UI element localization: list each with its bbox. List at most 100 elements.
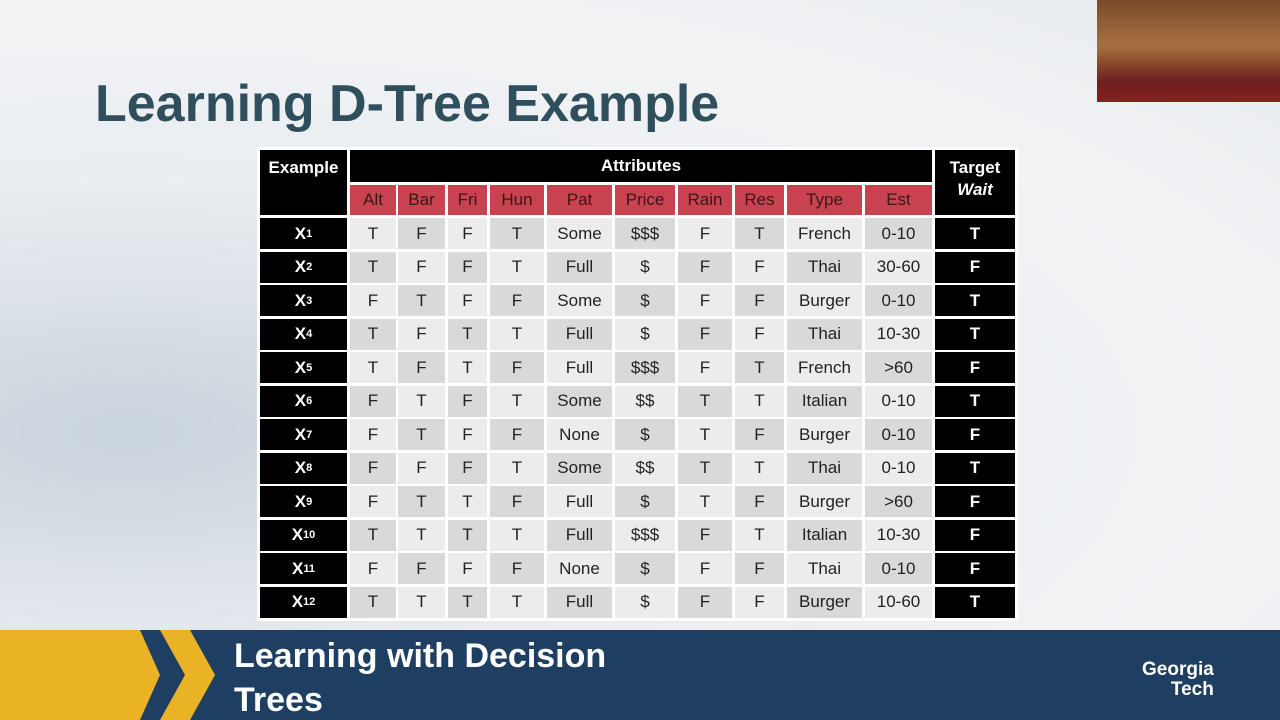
table-cell: Some (547, 385, 612, 417)
table-cell: French (787, 352, 862, 383)
table-cell: F (490, 553, 544, 584)
table-cell: F (448, 218, 487, 249)
example-subscript: 4 (306, 328, 313, 340)
example-letter: X (291, 592, 304, 611)
table-cell: 30-60 (865, 251, 932, 283)
table-cell: Full (547, 486, 612, 517)
target-cell: T (935, 385, 1015, 417)
table-cell: Italian (787, 385, 862, 417)
example-subscript: 10 (303, 529, 316, 541)
table-cell: T (398, 519, 445, 551)
table-cell: F (735, 553, 784, 584)
example-letter: X (292, 558, 304, 578)
table-cell: F (398, 452, 445, 484)
table-cell: T (490, 519, 544, 551)
table-cell: $ (615, 318, 675, 350)
table-cell: T (448, 352, 487, 383)
table-cell: Burger (787, 586, 862, 618)
table-cell: F (490, 419, 544, 450)
table-cell: Some (547, 285, 612, 316)
example-letter: X (291, 525, 304, 544)
table-cell: Burger (787, 285, 862, 316)
table-cell: F (678, 519, 732, 551)
table-cell: None (547, 553, 612, 584)
example-letter: X (294, 257, 307, 276)
table-cell: T (490, 586, 544, 618)
table-cell: $ (615, 251, 675, 283)
table-cell: T (398, 486, 445, 517)
example-subscript: 7 (306, 428, 313, 441)
table-cell: 0-10 (865, 452, 932, 484)
example-letter: X (294, 290, 307, 310)
footer-logo: Georgia Tech (1142, 660, 1214, 700)
example-subscript: 5 (306, 361, 313, 374)
table-cell: F (398, 352, 445, 383)
example-letter: X (294, 424, 307, 444)
target-cell: T (935, 285, 1015, 316)
table-cell: F (735, 251, 784, 283)
table-cell: T (350, 251, 396, 283)
table-cell: $ (615, 586, 675, 618)
table-cell: F (678, 285, 732, 316)
table-cell: F (350, 486, 396, 517)
table-cell: 0-10 (865, 385, 932, 417)
target-cell: F (935, 419, 1015, 450)
webcam-video (1097, 0, 1280, 102)
table-cell: T (490, 385, 544, 417)
example-letter: X (294, 491, 307, 511)
column-header: Res (735, 185, 784, 215)
table-cell: >60 (865, 486, 932, 517)
table-cell: F (398, 553, 445, 584)
target-cell: F (935, 352, 1015, 383)
table-cell: F (490, 285, 544, 316)
table-cell: $ (615, 285, 675, 316)
table-cell: F (678, 352, 732, 383)
column-header: Rain (678, 185, 732, 215)
table-cell: T (350, 586, 396, 618)
example-id: X 10 (260, 519, 347, 551)
target-cell: T (935, 452, 1015, 484)
example-id: X 12 (260, 586, 347, 618)
example-letter: X (294, 391, 307, 410)
example-subscript: 9 (306, 495, 313, 508)
table-cell: Full (547, 519, 612, 551)
table-cell: T (398, 385, 445, 417)
table-cell: T (678, 452, 732, 484)
table-cell: 0-10 (865, 285, 932, 316)
table-cell: F (678, 586, 732, 618)
table-cell: F (735, 318, 784, 350)
table-cell: F (350, 385, 396, 417)
table-cell: $$$ (615, 352, 675, 383)
table-cell: Italian (787, 519, 862, 551)
target-cell: F (935, 486, 1015, 517)
table-cell: F (490, 352, 544, 383)
table-cell: Full (547, 318, 612, 350)
example-letter: X (294, 357, 307, 377)
table-cell: Burger (787, 486, 862, 517)
table-cell: 0-10 (865, 218, 932, 249)
table-cell: T (490, 251, 544, 283)
target-cell: F (935, 553, 1015, 584)
column-header: Hun (490, 185, 544, 215)
table-cell: F (490, 486, 544, 517)
table-cell: T (735, 385, 784, 417)
table-cell: 0-10 (865, 553, 932, 584)
table-cell: F (678, 251, 732, 283)
table-cell: None (547, 419, 612, 450)
table-cell: Full (547, 586, 612, 618)
table-cell: $$ (615, 385, 675, 417)
table-cell: T (398, 285, 445, 316)
table-cell: T (350, 519, 396, 551)
footer-title: Learning with Decision Trees (234, 637, 607, 719)
table-cell: Some (547, 452, 612, 484)
attributes-header: Attributes (350, 150, 932, 182)
target-cell: T (935, 318, 1015, 350)
table-cell: F (448, 419, 487, 450)
table-cell: Thai (787, 318, 862, 350)
table-cell: F (678, 318, 732, 350)
